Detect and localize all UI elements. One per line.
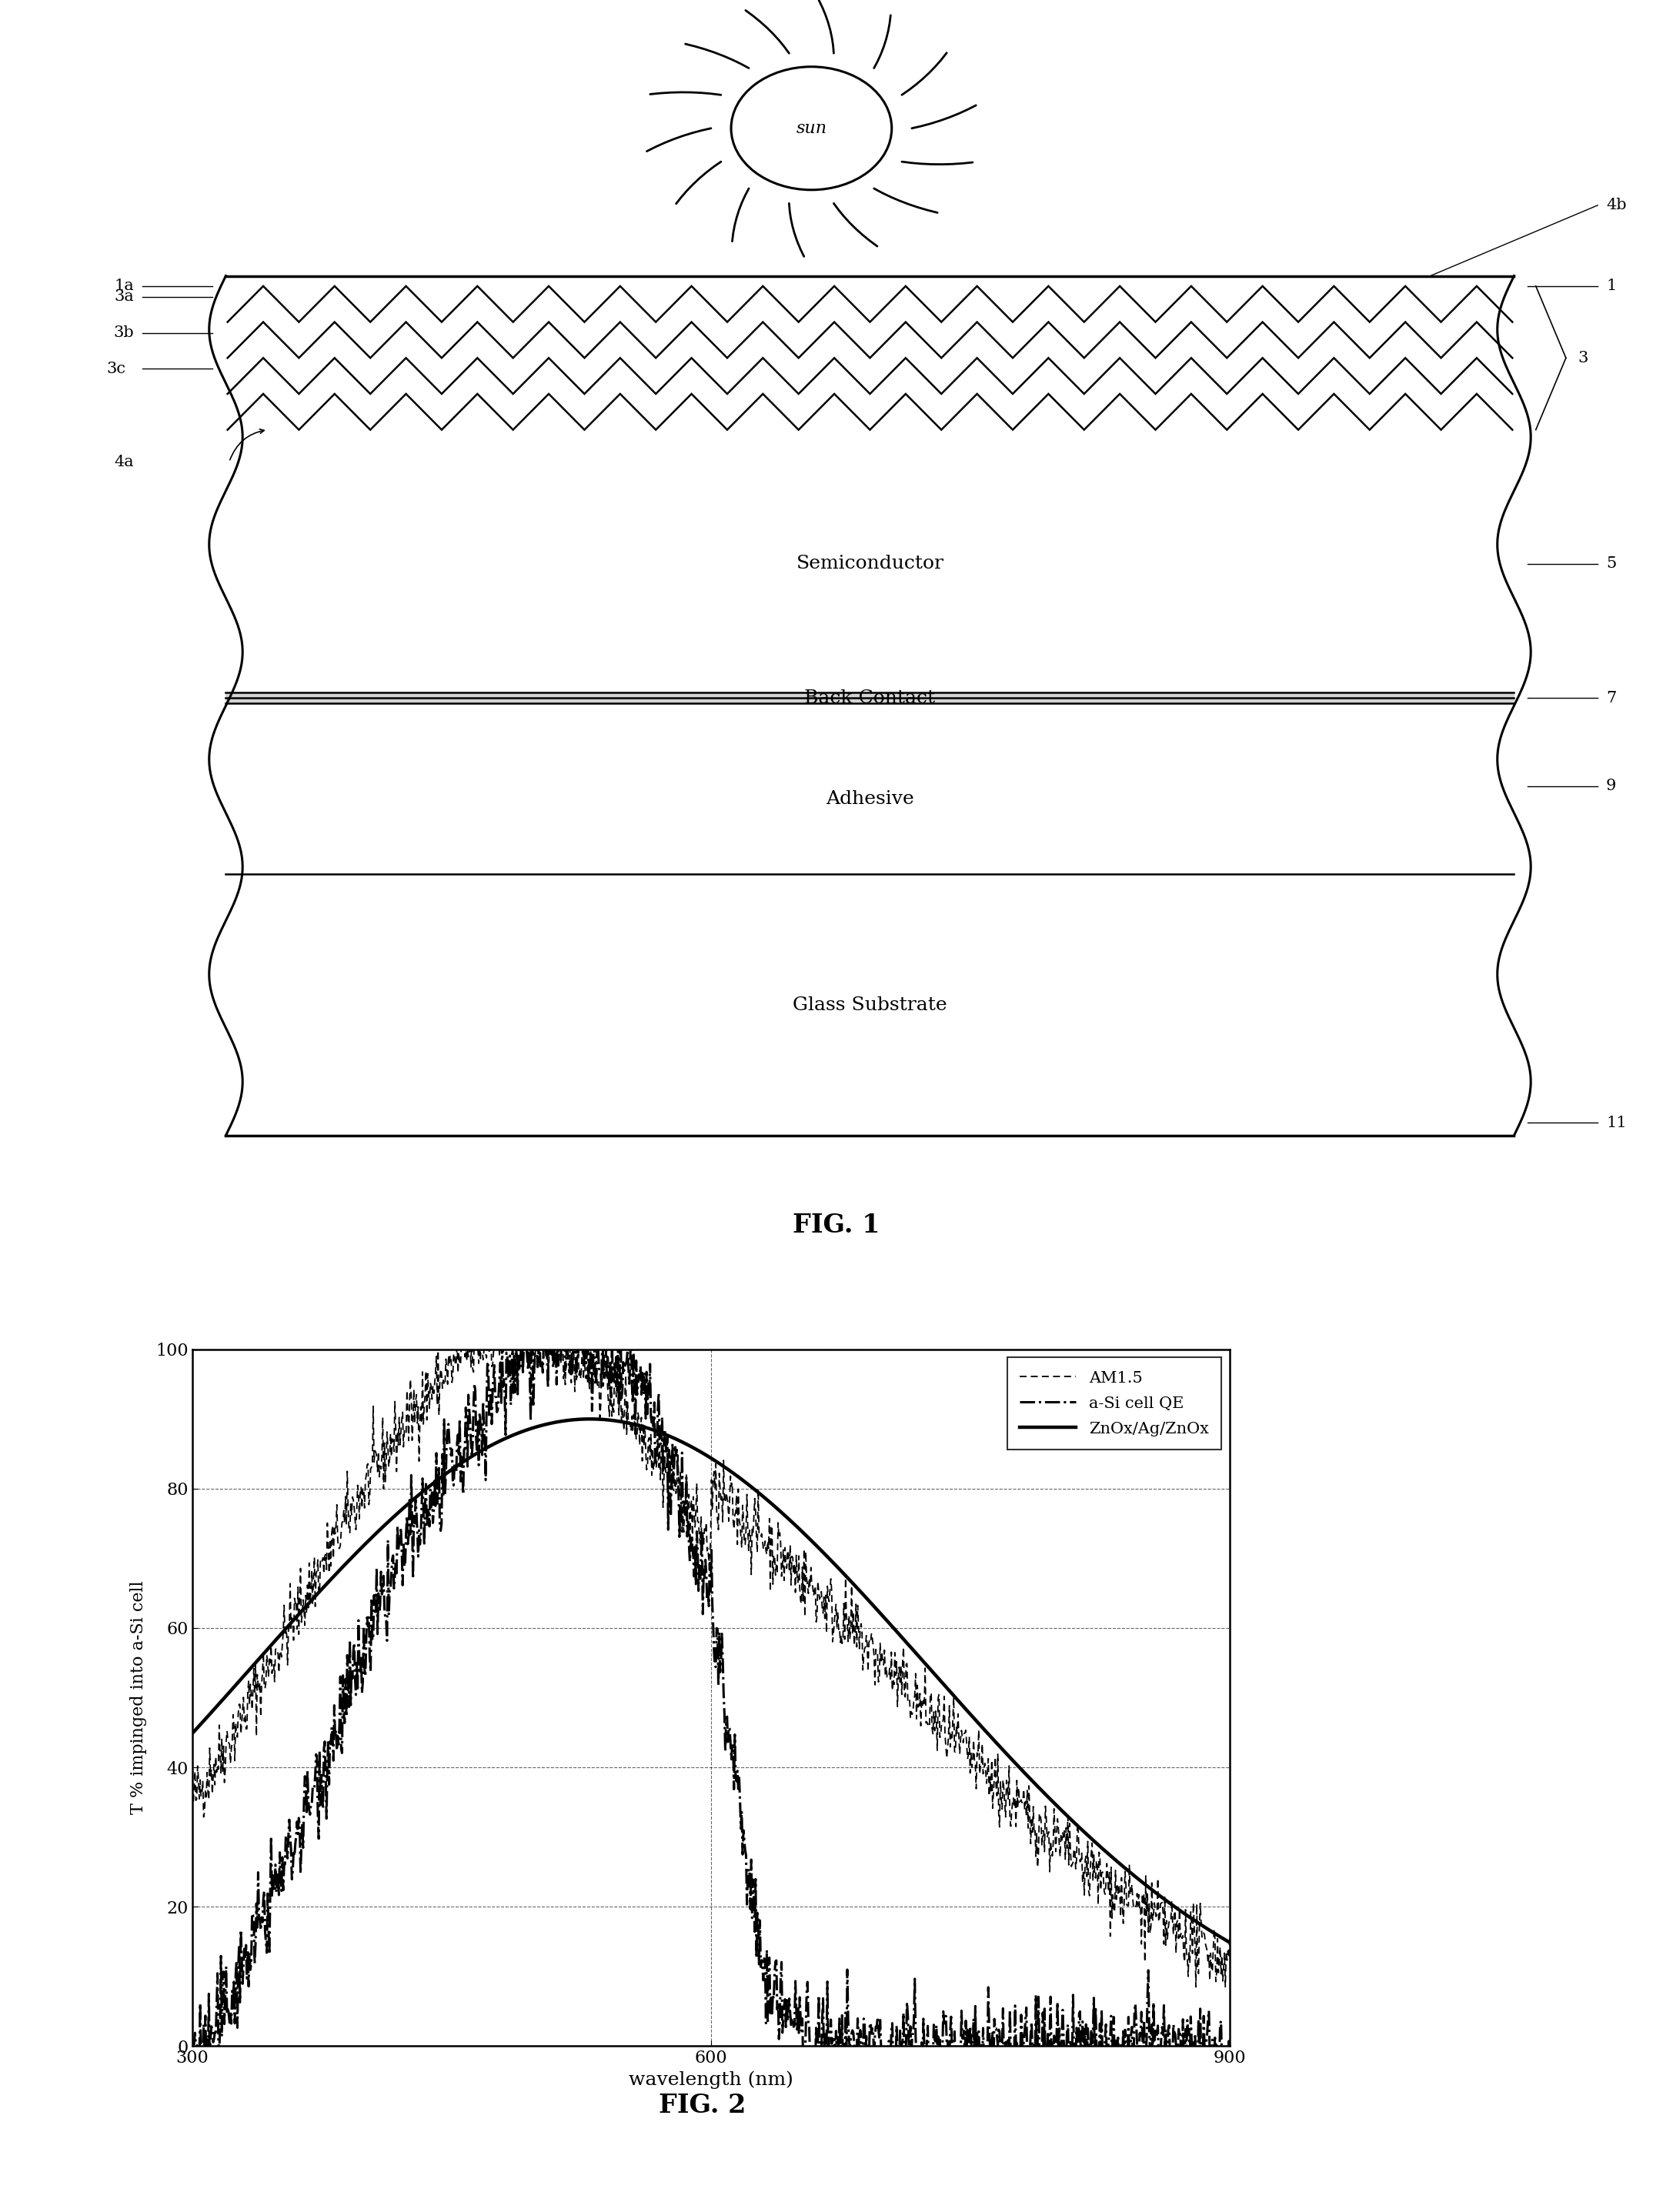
Text: FIG. 2: FIG. 2 xyxy=(659,2093,746,2119)
Text: 3a: 3a xyxy=(114,290,134,305)
AM1.5 xyxy=(1186,1973,1206,2000)
ZnOx/Ag/ZnOx xyxy=(581,1407,601,1433)
Text: 1: 1 xyxy=(1606,279,1616,294)
Text: 4a: 4a xyxy=(114,453,134,469)
Text: 3b: 3b xyxy=(114,325,134,341)
Text: sun: sun xyxy=(796,119,826,137)
Text: Glass Substrate: Glass Substrate xyxy=(793,995,947,1013)
Text: Semiconductor: Semiconductor xyxy=(796,555,944,573)
ZnOx/Ag/ZnOx xyxy=(632,1413,652,1440)
Text: 9: 9 xyxy=(1606,779,1616,794)
Text: Adhesive: Adhesive xyxy=(826,790,913,807)
AM1.5 xyxy=(356,1451,376,1478)
ZnOx/Ag/ZnOx xyxy=(182,1721,202,1747)
ZnOx/Ag/ZnOx xyxy=(750,1480,770,1506)
a-Si cell QE xyxy=(321,1732,341,1759)
ZnOx/Ag/ZnOx xyxy=(1220,1929,1240,1955)
Text: 4b: 4b xyxy=(1606,197,1626,212)
a-Si cell QE xyxy=(634,1358,654,1385)
a-Si cell QE xyxy=(182,2031,202,2057)
AM1.5 xyxy=(182,1781,202,1807)
a-Si cell QE xyxy=(534,1334,554,1360)
AM1.5 xyxy=(320,1526,340,1553)
Text: 1a: 1a xyxy=(114,279,134,294)
Text: 5: 5 xyxy=(1606,557,1616,571)
Line: AM1.5: AM1.5 xyxy=(192,1329,1230,1986)
Line: a-Si cell QE: a-Si cell QE xyxy=(192,1314,1230,2059)
a-Si cell QE xyxy=(729,1765,750,1792)
a-Si cell QE xyxy=(1220,2031,1240,2057)
Text: 3c: 3c xyxy=(107,361,125,376)
Text: 3: 3 xyxy=(1578,352,1588,365)
a-Si cell QE xyxy=(751,1953,771,1980)
Circle shape xyxy=(731,66,892,190)
AM1.5 xyxy=(1220,1924,1240,1951)
AM1.5 xyxy=(632,1411,652,1438)
AM1.5 xyxy=(728,1475,748,1502)
AM1.5 xyxy=(462,1316,482,1343)
Line: ZnOx/Ag/ZnOx: ZnOx/Ag/ZnOx xyxy=(192,1420,1230,1942)
a-Si cell QE xyxy=(187,2046,207,2073)
Y-axis label: T % impinged into a-Si cell: T % impinged into a-Si cell xyxy=(130,1582,147,1814)
Legend: AM1.5, a-Si cell QE, ZnOx/Ag/ZnOx: AM1.5, a-Si cell QE, ZnOx/Ag/ZnOx xyxy=(1007,1358,1221,1449)
Text: Back Contact: Back Contact xyxy=(805,690,935,708)
ZnOx/Ag/ZnOx xyxy=(532,1411,552,1438)
a-Si cell QE xyxy=(358,1613,378,1639)
AM1.5 xyxy=(532,1316,552,1343)
ZnOx/Ag/ZnOx xyxy=(356,1528,376,1555)
ZnOx/Ag/ZnOx xyxy=(728,1464,748,1491)
ZnOx/Ag/ZnOx xyxy=(320,1566,340,1593)
a-Si cell QE xyxy=(525,1301,545,1327)
AM1.5 xyxy=(750,1522,770,1548)
Text: FIG. 1: FIG. 1 xyxy=(793,1212,880,1239)
X-axis label: wavelength (nm): wavelength (nm) xyxy=(629,2070,793,2088)
Text: 7: 7 xyxy=(1606,690,1616,706)
Text: 11: 11 xyxy=(1606,1115,1626,1130)
